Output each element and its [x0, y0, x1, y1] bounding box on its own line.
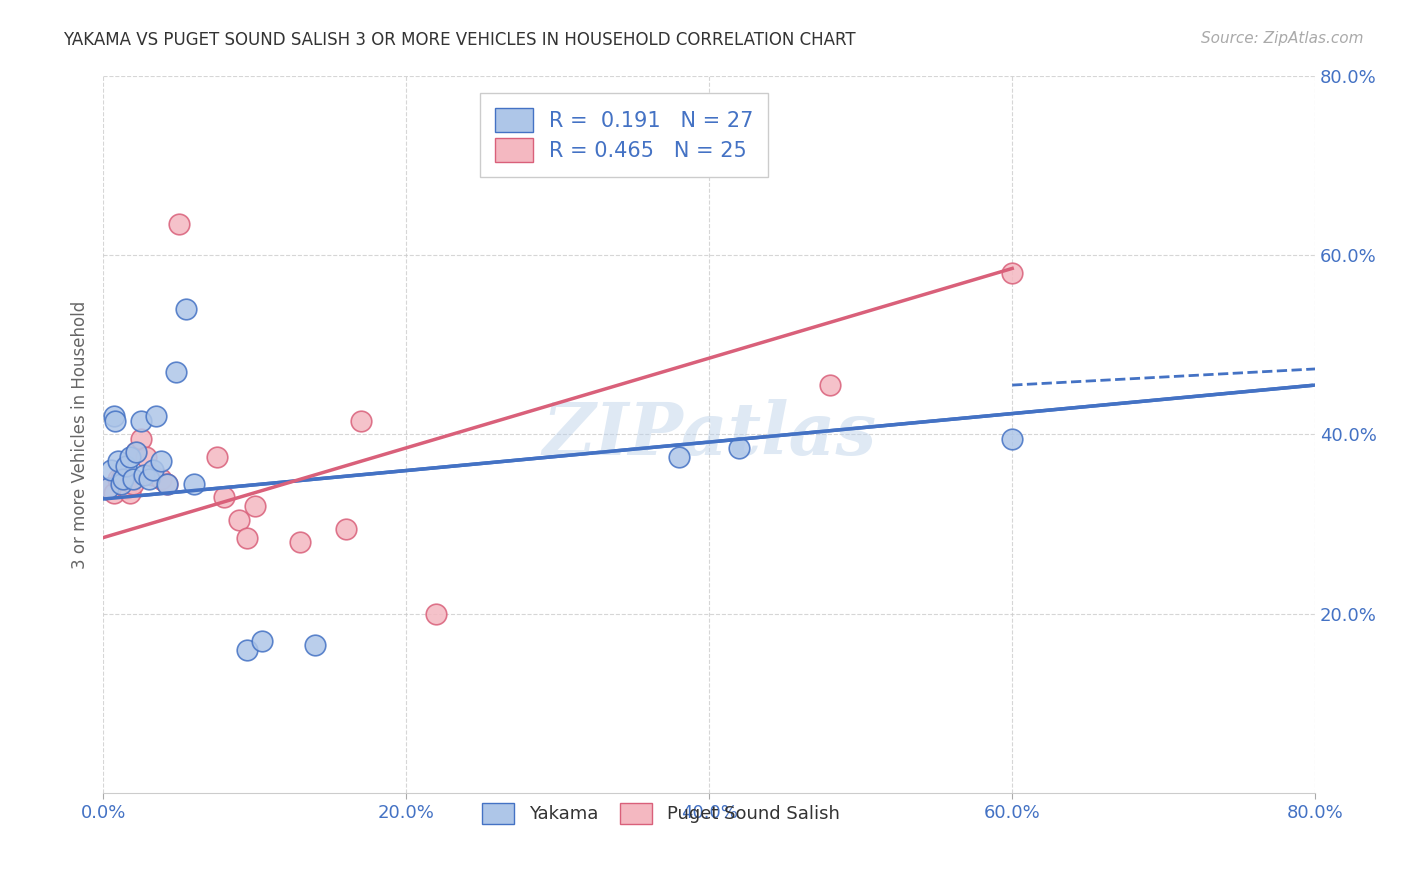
Point [165, 365, 187, 379]
Point [110, 476, 132, 491]
Point [167, 217, 190, 231]
Point [115, 458, 138, 473]
Point [205, 450, 228, 464]
Point [350, 414, 373, 428]
Point [103, 485, 125, 500]
Text: Source: ZipAtlas.com: Source: ZipAtlas.com [1201, 31, 1364, 46]
Point [304, 638, 326, 652]
Point [107, 454, 129, 468]
Point [122, 472, 145, 486]
Point [138, 472, 160, 486]
Point [97, 481, 120, 495]
Point [125, 445, 148, 459]
Point [243, 500, 266, 514]
Point [111, 472, 134, 486]
Point [125, 445, 148, 459]
Point [141, 467, 163, 482]
Point [149, 472, 172, 486]
Point [129, 432, 152, 446]
Point [129, 414, 152, 428]
Point [236, 531, 259, 545]
Point [176, 301, 198, 316]
Point [149, 454, 172, 468]
Point [142, 463, 165, 477]
Legend: Yakama, Puget Sound Salish: Yakama, Puget Sound Salish [471, 792, 851, 835]
Point [132, 467, 155, 482]
Point [183, 476, 205, 491]
Point [668, 450, 690, 464]
Point [250, 633, 273, 648]
Point [97, 481, 120, 495]
Point [820, 378, 842, 392]
Point [214, 490, 236, 504]
Point [425, 607, 447, 621]
Point [1001, 432, 1024, 446]
Point [100, 463, 122, 477]
Point [728, 441, 751, 455]
Text: ZIPatlas: ZIPatlas [543, 399, 876, 470]
Point [228, 513, 250, 527]
Text: YAKAMA VS PUGET SOUND SALISH 3 OR MORE VEHICLES IN HOUSEHOLD CORRELATION CHART: YAKAMA VS PUGET SOUND SALISH 3 OR MORE V… [63, 31, 856, 49]
Point [120, 450, 142, 464]
Point [122, 476, 145, 491]
Point [107, 472, 129, 486]
Point [115, 481, 138, 495]
Point [335, 522, 357, 536]
Point [104, 414, 127, 428]
Point [156, 476, 179, 491]
Point [103, 409, 125, 424]
Point [110, 472, 132, 486]
Point [120, 485, 142, 500]
Y-axis label: 3 or more Vehicles in Household: 3 or more Vehicles in Household [72, 301, 89, 568]
Point [288, 535, 311, 549]
Point [135, 450, 157, 464]
Point [145, 409, 167, 424]
Point [156, 476, 179, 491]
Point [1001, 266, 1024, 280]
Point [236, 642, 259, 657]
